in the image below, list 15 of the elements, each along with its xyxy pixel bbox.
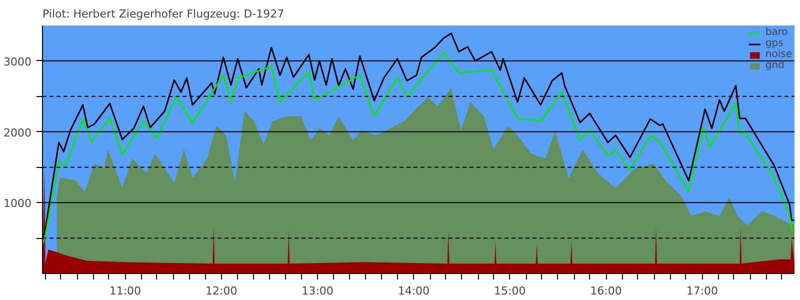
legend-label: gps (765, 38, 784, 49)
chart-title: Pilot: Herbert Ziegerhofer Flugzeug: D-1927 (42, 8, 284, 20)
y-tick-label: 1000 (4, 197, 32, 210)
y-tick-label: 2000 (4, 126, 32, 140)
x-tick-label: 17:00 (686, 284, 718, 298)
legend-label: baro (765, 27, 788, 38)
x-tick-label: 11:00 (109, 284, 142, 298)
x-tick-label: 13:00 (302, 284, 334, 298)
legend-label: gnd (765, 60, 786, 71)
legend-label: noise (765, 49, 792, 60)
x-tick-label: 14:00 (398, 284, 430, 298)
x-tick-label: 16:00 (590, 284, 622, 298)
x-tick-label: 15:00 (494, 284, 526, 298)
y-tick-label: 3000 (4, 55, 32, 68)
x-tick-label: 12:00 (206, 284, 238, 298)
